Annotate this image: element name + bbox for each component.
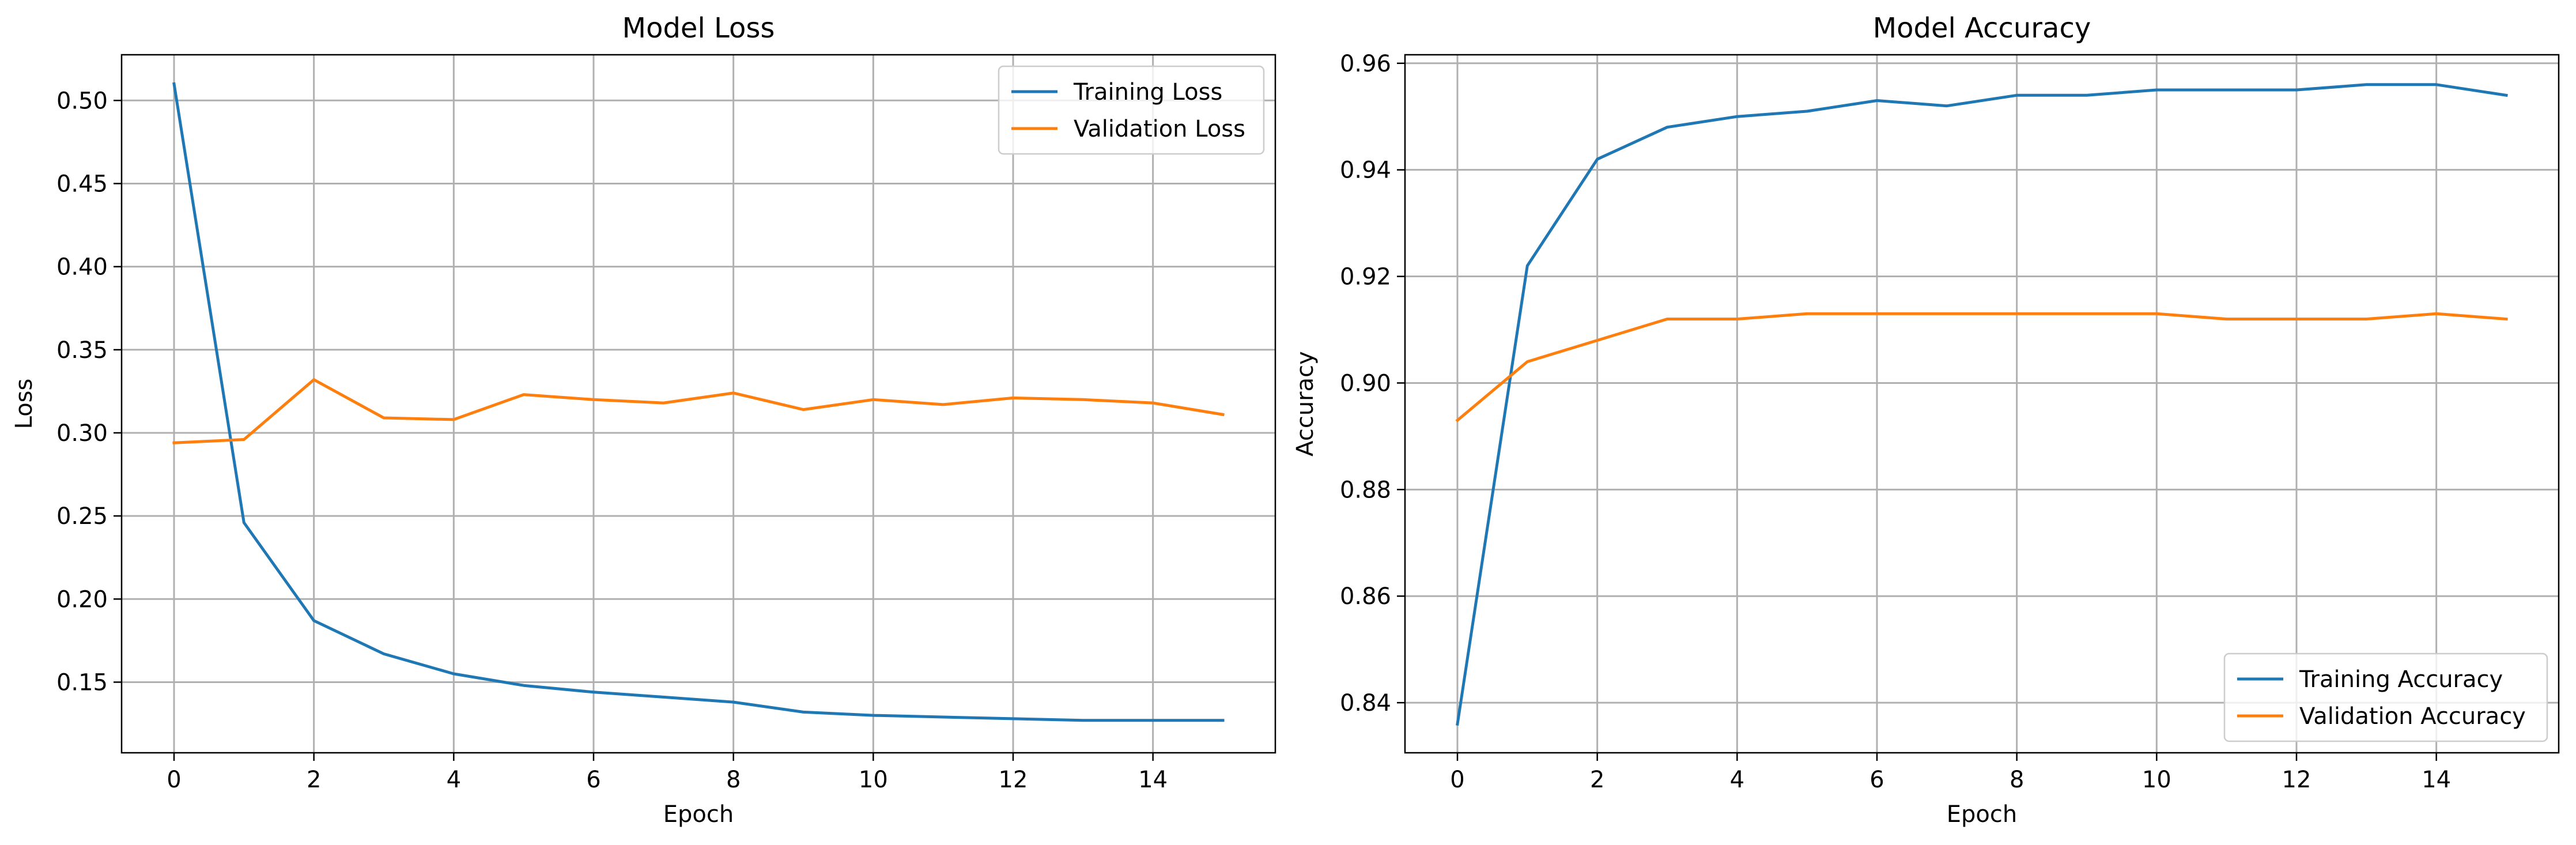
x-tick-label: 6 <box>586 767 600 793</box>
legend-label-training-loss: Training Loss <box>1073 79 1222 105</box>
y-tick-label: 0.30 <box>56 420 108 447</box>
y-tick-label: 0.94 <box>1340 157 1391 184</box>
training-loss-line <box>172 82 1225 722</box>
chart-title: Model Loss <box>622 12 775 44</box>
legend: Training Accuracy Validation Accuracy <box>2223 652 2548 742</box>
y-tick-label: 0.40 <box>56 254 108 281</box>
x-tick-label: 10 <box>859 767 888 793</box>
x-tick-label: 2 <box>1590 767 1604 793</box>
legend-box <box>2223 652 2548 742</box>
plot-frame <box>1404 54 2560 754</box>
y-axis-label: Loss <box>11 379 37 429</box>
x-tick-label: 2 <box>307 767 321 793</box>
y-tick-label: 0.84 <box>1340 690 1391 716</box>
y-tick-label: 0.20 <box>56 586 108 613</box>
legend: Training Loss Validation Loss <box>998 65 1265 155</box>
accuracy-chart: 0 2 4 6 8 10 12 14 0.84 0.86 0.88 0.90 0.92 0.94 0.96 M… <box>1292 12 2560 828</box>
y-tick-label: 0.96 <box>1340 51 1391 77</box>
y-tick-label: 0.25 <box>56 503 108 530</box>
x-tick-label: 4 <box>447 767 461 793</box>
loss-chart: 0 2 4 6 8 10 12 14 0.15 0.20 0.25 0.30 0.35 0.40 0.45 0… <box>11 12 1276 828</box>
x-tick-label: 0 <box>1450 767 1464 793</box>
y-tick-label: 0.88 <box>1340 477 1391 503</box>
x-tick-label: 6 <box>1869 767 1884 793</box>
validation-loss-line <box>172 378 1225 444</box>
x-tick-label: 8 <box>2010 767 2024 793</box>
x-tick-label: 12 <box>999 767 1028 793</box>
x-tick-label: 4 <box>1730 767 1744 793</box>
validation-accuracy-line <box>1455 312 2508 423</box>
x-tick-label: 14 <box>2422 767 2451 793</box>
y-tick-label: 0.90 <box>1340 370 1391 397</box>
x-tick-label: 14 <box>1138 767 1168 793</box>
y-tick-label: 0.45 <box>56 171 108 197</box>
y-tick-label: 0.92 <box>1340 264 1391 291</box>
legend-label-validation-accuracy: Validation Accuracy <box>2299 703 2526 730</box>
x-axis-label: Epoch <box>663 801 734 828</box>
x-tick-label: 12 <box>2282 767 2311 793</box>
x-tick-label: 10 <box>2142 767 2171 793</box>
legend-label-validation-loss: Validation Loss <box>1074 116 1245 142</box>
legend-label-training-accuracy: Training Accuracy <box>2299 666 2503 693</box>
y-axis-label: Accuracy <box>1292 351 1319 457</box>
y-tick-label: 0.35 <box>56 337 108 364</box>
y-tick-label: 0.86 <box>1340 583 1391 610</box>
x-axis-label: Epoch <box>1947 801 2017 828</box>
x-tick-label: 8 <box>726 767 741 793</box>
training-accuracy-line <box>1456 83 2508 726</box>
x-tick-label: 0 <box>167 767 181 793</box>
y-tick-label: 0.15 <box>56 669 108 696</box>
y-tick-label: 0.50 <box>56 88 108 114</box>
legend-box <box>998 65 1265 155</box>
chart-title: Model Accuracy <box>1873 12 2091 44</box>
plot-frame <box>120 54 1276 754</box>
